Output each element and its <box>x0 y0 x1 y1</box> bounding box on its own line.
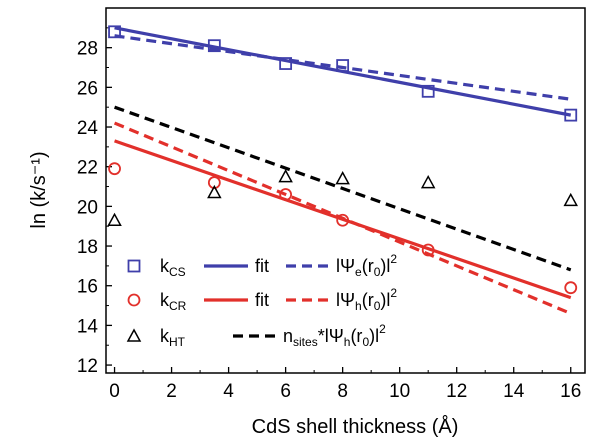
x-tick-label: 0 <box>109 381 120 402</box>
x-tick-label: 16 <box>560 381 581 402</box>
legend-marker-kHT <box>126 328 142 342</box>
legend-label-kCR: kCR <box>160 290 187 313</box>
legend-label-kHT: kHT <box>160 326 186 349</box>
legend-label-fit: fit <box>255 290 269 310</box>
data-point-kCR <box>336 213 350 227</box>
data-point-kCS <box>108 25 121 39</box>
y-tick-label: 20 <box>77 197 98 218</box>
y-tick-label: 16 <box>77 277 98 298</box>
x-tick-label: 2 <box>166 381 177 402</box>
legend-label-model: nsites*lΨh(r0)l2 <box>283 322 386 349</box>
y-tick-label: 28 <box>77 39 98 60</box>
x-tick-label: 8 <box>337 381 348 402</box>
data-point-kCR <box>564 281 578 295</box>
data-point-kHT <box>207 184 222 199</box>
data-point-kCR <box>279 188 293 201</box>
y-axis-title: ln (k/s⁻¹) <box>28 151 50 228</box>
y-tick-label: 18 <box>77 237 98 258</box>
x-axis-title: CdS shell thickness (Å) <box>252 415 459 438</box>
data-point-kHT <box>278 169 293 183</box>
x-tick-label: 4 <box>223 381 234 402</box>
y-tick-label: 26 <box>77 78 98 99</box>
x-tick-label: 6 <box>280 381 291 402</box>
legend-label-model: lΨh(r0)l2 <box>336 286 397 313</box>
data-point-kCS <box>564 108 578 122</box>
data-point-kCS <box>279 57 293 70</box>
x-tick-label: 14 <box>503 381 525 402</box>
series-line-5 <box>113 121 572 315</box>
legend-label-kCS: kCS <box>160 256 186 279</box>
legend: kCS fit lΨe(r0)l2 kCR fit lΨh(r0)l2 kHT nsites*… <box>126 252 397 349</box>
data-point-kCR <box>108 162 121 176</box>
data-point-kHT <box>335 171 350 185</box>
series-layer <box>107 25 579 315</box>
data-point-kHT <box>563 192 579 207</box>
legend-label-model: lΨe(r0)l2 <box>336 252 397 279</box>
data-point-kHT <box>107 212 122 227</box>
y-tick-label: 12 <box>77 356 98 377</box>
data-point-kCR <box>207 176 221 189</box>
data-point-kHT <box>420 174 436 189</box>
x-tick-label: 12 <box>446 381 467 402</box>
legend-marker-kCS <box>127 259 141 273</box>
y-tick-label: 22 <box>77 158 98 179</box>
y-tick-label: 14 <box>77 316 99 337</box>
x-tick-label: 10 <box>389 381 410 402</box>
data-point-kCS <box>207 39 221 53</box>
data-point-kCS <box>421 84 435 98</box>
series-line-2 <box>114 34 571 101</box>
data-point-kCS <box>336 59 350 72</box>
legend-label-fit: fit <box>255 256 269 276</box>
legend-marker-kCR <box>127 293 141 307</box>
plot-frame <box>105 7 586 374</box>
data-point-kCR <box>421 243 435 257</box>
series-line-7 <box>114 105 572 272</box>
y-tick-label: 24 <box>77 118 99 139</box>
